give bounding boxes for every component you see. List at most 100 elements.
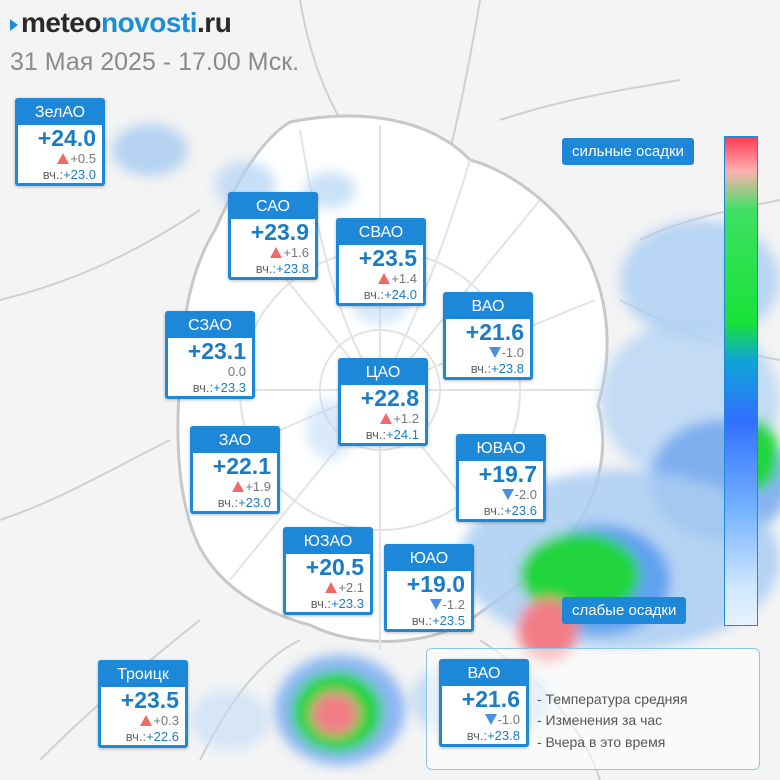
yesterday-value: +23.8 (276, 261, 309, 276)
yesterday-row: вч.:+23.8 (442, 727, 526, 744)
yesterday-row: вч.:+24.0 (339, 286, 423, 303)
district-card-tsao[interactable]: ЦАО +22.8 +1.2 вч.:+24.1 (338, 358, 428, 446)
district-name: СЗАО (168, 314, 252, 338)
district-card-yuao[interactable]: ЮАО +19.0 -1.2 вч.:+23.5 (384, 544, 474, 632)
district-card-yuzao[interactable]: ЮЗАО +20.5 +2.1 вч.:+23.3 (283, 527, 373, 615)
yesterday-label: вч.: (125, 729, 147, 744)
hourly-change: +0.5 (18, 151, 102, 166)
district-card-sao[interactable]: САО +23.9 +1.6 вч.:+23.8 (228, 192, 318, 280)
scale-label-heavy: сильные осадки (562, 138, 694, 165)
district-name: ЮЗАО (286, 530, 370, 554)
district-name: ВАО (446, 295, 530, 319)
yesterday-row: вч.:+23.3 (168, 379, 252, 396)
yesterday-value: +23.3 (213, 380, 246, 395)
hourly-change: -1.0 (442, 712, 526, 727)
trend-down-icon (488, 347, 501, 358)
district-name: ЗелАО (18, 101, 102, 125)
logo-part-ru: .ru (197, 7, 232, 38)
district-name: Троицк (101, 663, 185, 687)
change-value: +1.9 (245, 479, 271, 494)
yesterday-value: +22.6 (146, 729, 179, 744)
temperature-value: +21.6 (461, 686, 520, 712)
district-name: САО (231, 195, 315, 219)
change-value: +1.6 (283, 245, 309, 260)
temperature-value: +20.5 (305, 554, 364, 580)
district-name: ЦАО (341, 361, 425, 385)
forecast-datetime: 31 Мая 2025 - 17.00 Мск. (10, 48, 300, 76)
yesterday-value: +23.6 (504, 503, 537, 518)
change-value: +0.5 (70, 151, 96, 166)
yesterday-label: вч.: (310, 596, 332, 611)
temperature-value: +23.5 (120, 687, 179, 713)
yesterday-value: +23.8 (487, 728, 520, 743)
district-name: СВАО (339, 221, 423, 245)
district-card-troitsk[interactable]: Троицк +23.5 +0.3 вч.:+22.6 (98, 660, 188, 748)
change-value: -1.2 (442, 597, 465, 612)
hourly-change: 0.0 (168, 364, 252, 379)
legend-line-hourly-change: - Изменения за час (537, 712, 663, 728)
yesterday-label: вч.: (470, 361, 492, 376)
legend-sample-card: ВАО +21.6 -1.0 вч.:+23.8 (439, 659, 529, 747)
district-name: ЮАО (387, 547, 471, 571)
trend-up-icon (140, 715, 153, 726)
district-card-yuvao[interactable]: ЮВАО +19.7 -2.0 вч.:+23.6 (456, 434, 546, 522)
hourly-change: +1.4 (339, 271, 423, 286)
yesterday-row: вч.:+23.5 (387, 612, 471, 629)
temperature-value: +19.0 (406, 571, 465, 597)
yesterday-row: вч.:+24.1 (341, 426, 425, 443)
hourly-change: -1.0 (446, 345, 530, 360)
yesterday-row: вч.:+23.8 (231, 260, 315, 277)
yesterday-label: вч.: (411, 613, 433, 628)
hourly-change: -1.2 (387, 597, 471, 612)
hourly-change: +1.9 (193, 479, 277, 494)
yesterday-label: вч.: (192, 380, 214, 395)
temperature-value: +23.5 (358, 245, 417, 271)
logo-part-meteo: meteo (21, 7, 101, 38)
logo-part-novosti: novosti (100, 7, 198, 38)
legend-line-average-temp: - Температура средняя (537, 691, 688, 707)
change-value: +0.3 (153, 713, 179, 728)
yesterday-row: вч.:+23.0 (193, 494, 277, 511)
logo-arrow-icon (10, 19, 18, 31)
hourly-change: -2.0 (459, 487, 543, 502)
hourly-change: +2.1 (286, 580, 370, 595)
trend-up-icon (325, 582, 338, 593)
hourly-change: +0.3 (101, 713, 185, 728)
change-value: +2.1 (338, 580, 364, 595)
trend-up-icon (270, 247, 283, 258)
yesterday-label: вч.: (363, 287, 385, 302)
trend-down-icon (429, 599, 442, 610)
yesterday-row: вч.:+22.6 (101, 728, 185, 745)
district-card-szao[interactable]: СЗАО +23.1 0.0 вч.:+23.3 (165, 311, 255, 399)
yesterday-row: вч.:+23.6 (459, 502, 543, 519)
temperature-value: +19.7 (478, 461, 537, 487)
yesterday-row: вч.:+23.0 (18, 166, 102, 183)
change-value: -1.0 (501, 345, 524, 360)
yesterday-value: +23.8 (491, 361, 524, 376)
district-card-svao[interactable]: СВАО +23.5 +1.4 вч.:+24.0 (336, 218, 426, 306)
yesterday-value: +23.5 (432, 613, 465, 628)
change-value: +1.4 (391, 271, 417, 286)
legend-box: ВАО +21.6 -1.0 вч.:+23.8 - Температура сред… (426, 648, 760, 770)
yesterday-label: вч.: (365, 427, 387, 442)
district-card-zelao[interactable]: ЗелАО +24.0 +0.5 вч.:+23.0 (15, 98, 105, 186)
temperature-value: +23.9 (250, 219, 309, 245)
yesterday-label: вч.: (42, 167, 64, 182)
yesterday-value: +23.3 (331, 596, 364, 611)
temperature-value: +22.1 (212, 453, 271, 479)
change-value: 0.0 (227, 364, 246, 379)
district-card-vao[interactable]: ВАО +21.6 -1.0 вч.:+23.8 (443, 292, 533, 380)
site-logo[interactable]: meteo novosti .ru (10, 6, 299, 40)
district-card-zao[interactable]: ЗАО +22.1 +1.9 вч.:+23.0 (190, 426, 280, 514)
header: meteo novosti .ru 31 Мая 2025 - 17.00 Мск. (10, 6, 299, 76)
change-value: +1.2 (393, 411, 419, 426)
change-value: -1.0 (497, 712, 520, 727)
yesterday-row: вч.:+23.3 (286, 595, 370, 612)
district-name: ВАО (442, 662, 526, 686)
yesterday-row: вч.:+23.8 (446, 360, 530, 377)
hourly-change: +1.6 (231, 245, 315, 260)
yesterday-label: вч.: (466, 728, 488, 743)
hourly-change: +1.2 (341, 411, 425, 426)
trend-down-icon (501, 489, 514, 500)
yesterday-value: +24.1 (386, 427, 419, 442)
